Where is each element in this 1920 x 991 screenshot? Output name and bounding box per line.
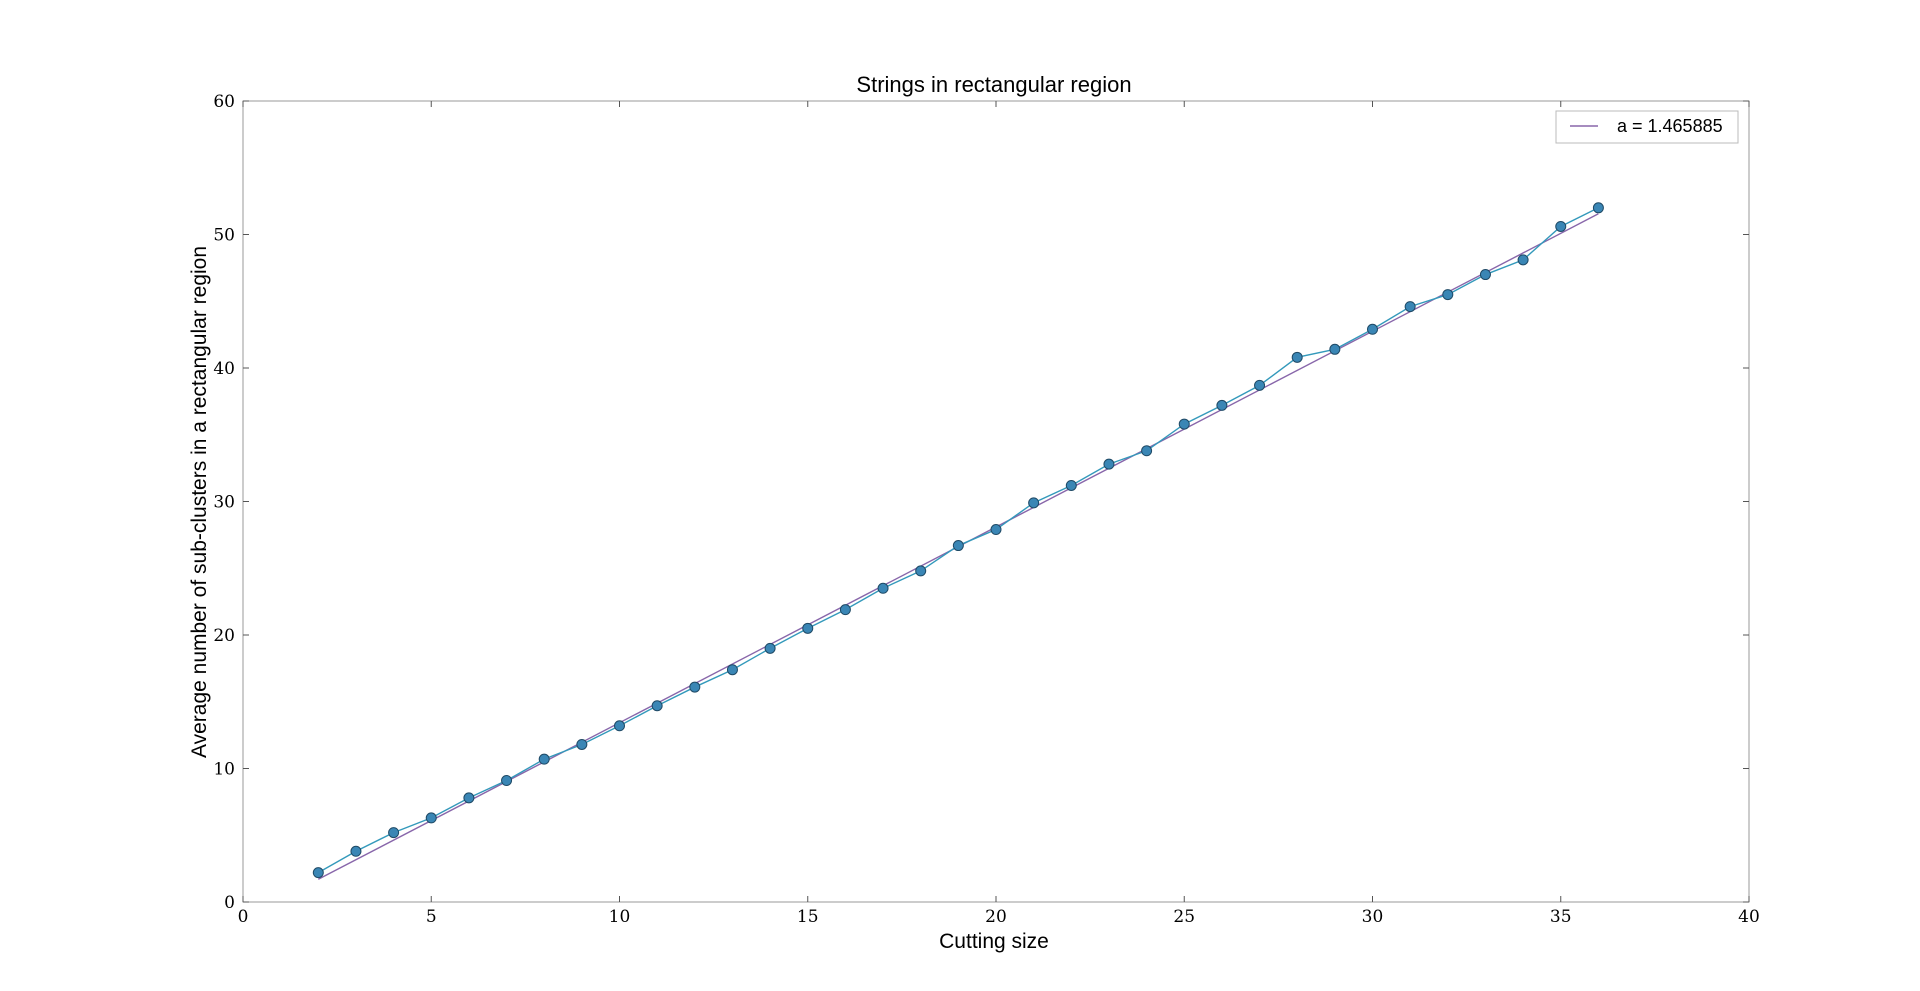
data-point (915, 565, 927, 577)
data-point (839, 604, 851, 616)
y-tick-label: 0 (224, 893, 235, 913)
x-tick-label: 5 (426, 907, 437, 927)
data-point (1028, 497, 1040, 509)
data-point (1555, 220, 1567, 232)
x-tick-label: 0 (238, 907, 249, 927)
data-point (1254, 379, 1266, 391)
data-point (614, 720, 625, 732)
data-point (1141, 445, 1153, 457)
data-point (312, 867, 324, 879)
y-tick-label: 40 (213, 359, 235, 379)
data-point (1178, 418, 1190, 430)
data-point (689, 681, 701, 693)
y-tick-label: 50 (213, 226, 235, 246)
axes-frame (242, 100, 1750, 903)
data-point (388, 827, 400, 839)
data-point (425, 812, 437, 824)
data-point (952, 540, 964, 552)
data-point (802, 622, 814, 634)
data-point (877, 582, 889, 594)
y-tick-label: 10 (213, 760, 235, 780)
y-axis-label: Average number of sub-clusters in a rect… (188, 246, 211, 758)
data-point (1442, 289, 1454, 301)
x-axis-label: Cutting size (939, 930, 1049, 953)
legend: a = 1.465885 (1555, 110, 1739, 144)
data-point (1103, 458, 1115, 470)
plot-area: 0 5 10 15 20 25 30 35 40 0 10 20 30 40 50 60 (213, 92, 1759, 927)
data-point (764, 642, 776, 654)
data-point (1404, 301, 1416, 313)
legend-box (1555, 110, 1739, 144)
data-point (1367, 323, 1378, 335)
data-point (726, 664, 738, 676)
data-point (1216, 399, 1228, 411)
x-tick-label: 35 (1550, 907, 1572, 927)
x-tick-label: 10 (609, 907, 631, 927)
chart-title: Strings in rectangular region (856, 72, 1131, 97)
x-tick-label: 20 (985, 907, 1007, 927)
data-point (1592, 202, 1604, 214)
x-tick-label: 15 (797, 907, 819, 927)
data-point (1517, 254, 1529, 266)
data-point (576, 738, 588, 750)
data-point (501, 775, 513, 787)
data-point (990, 524, 1002, 536)
legend-label: a = 1.465885 (1617, 116, 1723, 136)
data-point (1065, 479, 1077, 491)
x-tick-label: 30 (1362, 907, 1384, 927)
data-point (1291, 351, 1303, 363)
x-tick-label: 40 (1738, 907, 1760, 927)
data-point (1329, 343, 1341, 355)
data-point (1479, 269, 1491, 281)
x-tick-label: 25 (1173, 907, 1195, 927)
y-tick-label: 30 (213, 493, 235, 513)
data-point (538, 753, 550, 765)
y-tick-label: 20 (213, 626, 235, 646)
y-tick-label: 60 (213, 92, 235, 112)
data-point (651, 700, 663, 712)
data-point (350, 845, 362, 857)
data-point (463, 792, 475, 804)
